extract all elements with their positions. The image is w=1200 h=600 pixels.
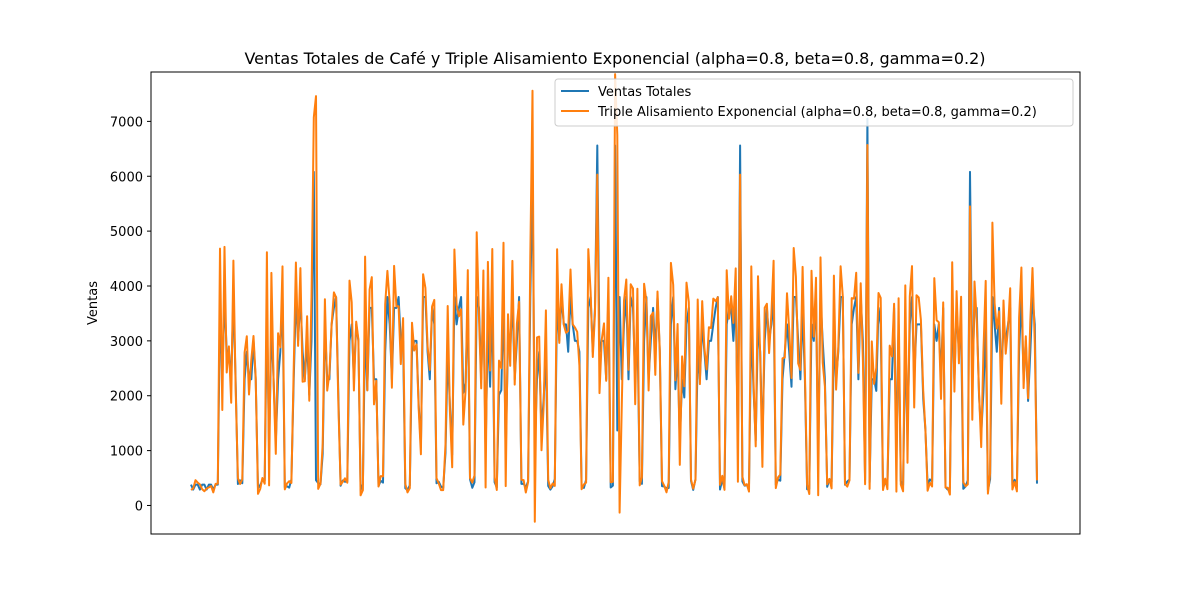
series-layer (190, 73, 1038, 523)
y-tick-label: 3000 (110, 335, 143, 350)
y-axis-label: Ventas (86, 281, 101, 325)
legend-box (554, 78, 1074, 127)
y-tick-label: 2000 (110, 390, 143, 405)
y-tick-label: 4000 (110, 280, 143, 295)
y-tick-label: 7000 (110, 115, 143, 130)
legend: Ventas Totales Triple Alisamiento Expone… (554, 78, 1074, 127)
y-tick-label: 0 (135, 499, 143, 514)
y-axis: 0 1000 2000 3000 4000 5000 6000 7000 (110, 115, 151, 514)
series-line-triple-alisamiento (190, 73, 1038, 523)
chart-title: Ventas Totales de Café y Triple Alisamie… (244, 49, 985, 68)
y-tick-label: 1000 (110, 445, 143, 460)
legend-label-ventas-totales: Ventas Totales (598, 85, 691, 100)
y-tick-label: 5000 (110, 225, 143, 240)
legend-label-triple-alisamiento: Triple Alisamiento Exponencial (alpha=0.… (597, 105, 1037, 120)
plot-area (150, 71, 1081, 535)
axes-frame (150, 71, 1081, 535)
y-tick-label: 6000 (110, 170, 143, 185)
